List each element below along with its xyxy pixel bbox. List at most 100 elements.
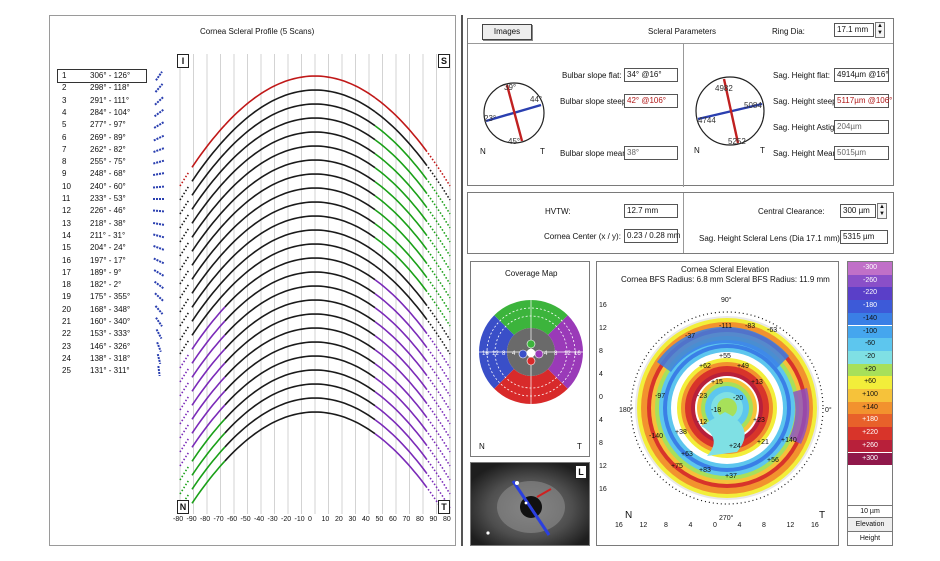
profile-curve xyxy=(224,369,376,420)
scan-angles: 211° - 31° xyxy=(90,230,126,240)
scan-number: 4 xyxy=(62,107,67,117)
profile-curve xyxy=(191,194,226,238)
profile-curve xyxy=(224,229,376,280)
scan-row[interactable]: 2 298° - 118° xyxy=(58,82,170,94)
scan-row[interactable]: 13 218° - 38° xyxy=(58,218,170,230)
color-scale-step[interactable]: 10 µm xyxy=(848,505,892,517)
profile-curve xyxy=(425,317,451,355)
scan-angles: 175° - 355° xyxy=(90,292,131,302)
images-button[interactable]: Images xyxy=(482,24,532,40)
scan-row[interactable]: 10 240° - 60° xyxy=(58,181,170,193)
profile-curve xyxy=(224,117,376,168)
scan-direction-icon xyxy=(156,341,162,352)
scan-row[interactable]: 3 291° - 111° xyxy=(58,95,170,107)
profile-curve xyxy=(425,373,451,411)
elevation-value: +38 xyxy=(675,429,687,436)
eye-camera-panel[interactable]: L xyxy=(470,462,590,546)
profile-curve xyxy=(179,409,190,425)
scan-row[interactable]: 9 248° - 68° xyxy=(58,168,170,180)
scan-row[interactable]: 15 204° - 24° xyxy=(58,242,170,254)
scan-row[interactable]: 25 131° - 311° xyxy=(58,365,170,377)
scan-direction-icon xyxy=(153,280,165,290)
scan-number: 7 xyxy=(62,144,67,154)
scan-row[interactable]: 14 211° - 31° xyxy=(58,230,170,242)
elevation-x-tick: 8 xyxy=(762,522,766,529)
ring-dia-field[interactable]: 17.1 mm xyxy=(834,23,874,37)
profile-curve xyxy=(224,271,376,322)
profile-curve xyxy=(224,341,376,392)
central-clearance-spinner[interactable]: ▲ ▼ xyxy=(877,203,887,219)
scan-row[interactable]: 20 168° - 348° xyxy=(58,304,170,316)
scan-row[interactable]: 7 262° - 82° xyxy=(58,144,170,156)
scan-row[interactable]: 18 182° - 2° xyxy=(58,279,170,291)
profile-curve xyxy=(425,359,451,397)
elevation-value: -97 xyxy=(655,393,665,400)
profile-plot-area[interactable]: I S N T xyxy=(176,54,454,514)
color-scale-band: +140 xyxy=(848,401,892,415)
profile-x-tick: 20 xyxy=(335,516,343,523)
slope-dial-bottom: 45° xyxy=(508,137,520,146)
profile-x-tick: -80 xyxy=(173,516,184,523)
corner-label-inferior: I xyxy=(177,54,189,68)
profile-curve xyxy=(374,391,427,445)
scan-row[interactable]: 24 138° - 318° xyxy=(58,353,170,365)
height-mode-button[interactable]: Height xyxy=(848,531,892,545)
bulbar-flat-label: Bulbar slope flat: xyxy=(562,71,622,80)
coverage-map[interactable]: 16 12 8 4 4 8 12 16 xyxy=(473,292,589,412)
scan-row[interactable]: 5 277° - 97° xyxy=(58,119,170,131)
profile-curve xyxy=(191,250,226,294)
ring-dia-spinner[interactable]: ▲ ▼ xyxy=(875,22,885,38)
central-clearance-field[interactable]: 300 µm xyxy=(840,204,876,218)
scan-row[interactable]: 17 189° - 9° xyxy=(58,267,170,279)
scan-list[interactable]: 1 306° - 126° 2 298° - 118° 3 291° - 111° 4 284… xyxy=(57,69,170,380)
coverage-tick: 12 xyxy=(564,351,571,357)
sag-line-red xyxy=(722,78,740,144)
profile-curve xyxy=(179,255,190,271)
elevation-y-tick: 8 xyxy=(599,348,603,355)
profile-x-tick: -70 xyxy=(213,516,224,523)
profile-curve xyxy=(179,241,190,257)
scan-row[interactable]: 22 153° - 333° xyxy=(58,328,170,340)
profile-curve xyxy=(374,237,427,291)
elevation-map-panel: Cornea Scleral Elevation Cornea BFS Radi… xyxy=(596,261,839,546)
profile-curve xyxy=(191,320,226,364)
profile-x-axis: -80 -90 -80 -70 -60 -50 -40 -30 -20 -10 0 10 20 30 40 5… xyxy=(173,515,454,527)
color-scale-band: -20 xyxy=(848,350,892,364)
scan-row[interactable]: 4 284° - 104° xyxy=(58,107,170,119)
scan-row[interactable]: 12 226° - 46° xyxy=(58,205,170,217)
scan-row[interactable]: 16 197° - 17° xyxy=(58,255,170,267)
elevation-x-tick: 12 xyxy=(639,522,648,529)
elevation-mode-button[interactable]: Elevation xyxy=(848,517,892,531)
scan-row[interactable]: 11 233° - 53° xyxy=(58,193,170,205)
cornea-center-field: 0.23 / 0.28 mm xyxy=(624,229,680,243)
profile-curve xyxy=(179,381,190,397)
panel-divider xyxy=(461,15,463,546)
scan-direction-icon xyxy=(156,353,162,364)
profile-curve xyxy=(179,311,190,327)
scan-angles: 146° - 326° xyxy=(90,341,131,351)
scan-direction-icon xyxy=(153,198,165,200)
scan-number: 5 xyxy=(62,120,67,130)
profile-curve xyxy=(374,321,427,375)
scan-row[interactable]: 6 269° - 89° xyxy=(58,132,170,144)
sag-mean-field: 5015µm xyxy=(834,146,889,160)
scan-row[interactable]: 23 146° - 326° xyxy=(58,341,170,353)
elevation-map[interactable]: -111 -83 -63 -37 +55 +62 +49 +15 +13 -23 -20 -18 -12… xyxy=(613,288,837,524)
sag-dial-left: 4744 xyxy=(698,116,716,125)
scan-angles: 248° - 68° xyxy=(90,169,126,179)
profile-x-tick: 30 xyxy=(348,516,357,523)
scan-number: 22 xyxy=(62,329,71,339)
scan-row[interactable]: 19 175° - 355° xyxy=(58,291,170,303)
scan-direction-icon xyxy=(155,329,163,340)
elevation-n-label: N xyxy=(625,510,632,521)
profile-curve xyxy=(191,208,226,252)
scan-row[interactable]: 1 306° - 126° xyxy=(57,69,163,83)
scleral-parameters-title: Scleral Parameters xyxy=(648,27,717,36)
sag-dial-n: N xyxy=(694,146,700,155)
profile-curve xyxy=(425,247,451,285)
scan-row[interactable]: 21 160° - 340° xyxy=(58,316,170,328)
scan-row[interactable]: 8 255° - 75° xyxy=(58,156,170,168)
elevation-value: -140 xyxy=(649,433,663,440)
profile-curve xyxy=(425,387,451,425)
elevation-value: +49 xyxy=(737,363,749,370)
